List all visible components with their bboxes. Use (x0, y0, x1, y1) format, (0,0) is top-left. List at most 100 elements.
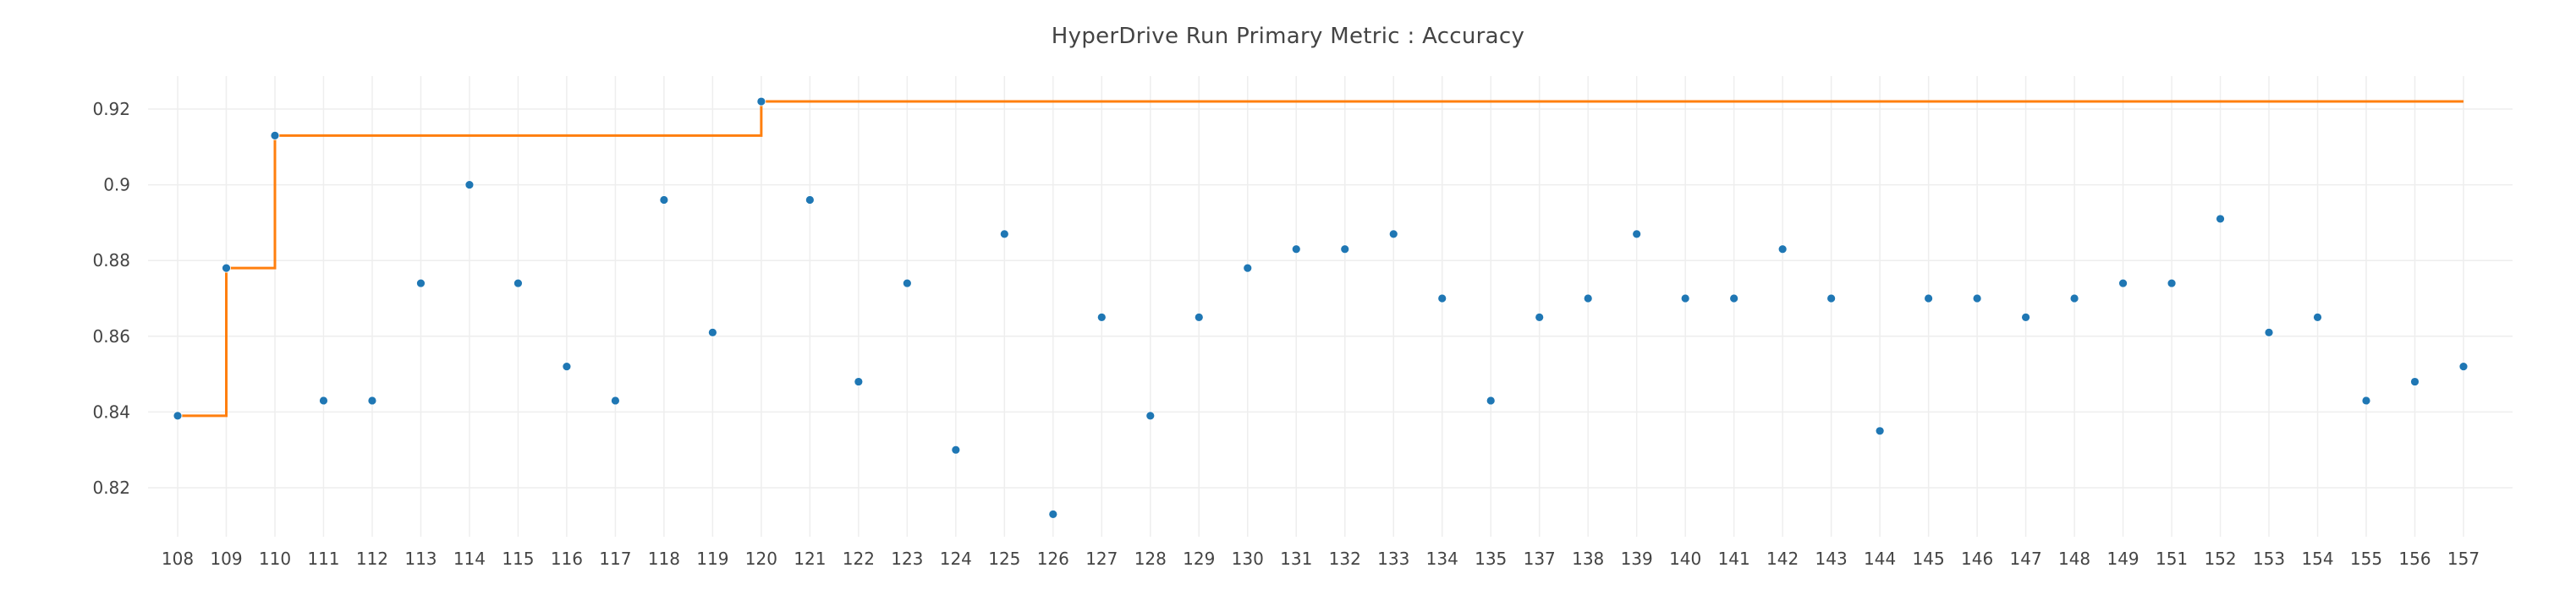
data-point (2021, 312, 2030, 322)
data-point (270, 130, 280, 140)
data-point (319, 396, 328, 406)
x-tick-label: 127 (1085, 549, 1118, 569)
x-tick-label: 123 (891, 549, 923, 569)
data-point (1243, 263, 1253, 273)
data-point (2118, 278, 2128, 288)
x-tick-label: 111 (307, 549, 339, 569)
data-point (659, 195, 669, 205)
x-tick-label: 116 (551, 549, 583, 569)
x-tick-label: 141 (1718, 549, 1750, 569)
data-point (1972, 293, 1982, 303)
data-point (999, 229, 1009, 239)
x-tick-label: 153 (2253, 549, 2285, 569)
x-tick-label: 134 (1426, 549, 1458, 569)
x-tick-label: 155 (2350, 549, 2382, 569)
data-point (464, 180, 475, 190)
data-point (1680, 293, 1690, 303)
x-tick-label: 112 (356, 549, 388, 569)
x-tick-label: 121 (794, 549, 826, 569)
x-tick-label: 131 (1280, 549, 1312, 569)
data-point (2264, 327, 2274, 337)
data-point (902, 278, 912, 288)
data-point (854, 377, 864, 386)
y-tick-label: 0.82 (92, 478, 130, 498)
data-point (1729, 293, 1739, 303)
x-tick-label: 124 (940, 549, 972, 569)
data-point (1096, 312, 1107, 322)
data-point (2167, 278, 2177, 288)
data-point (2361, 396, 2371, 406)
x-tick-label: 113 (404, 549, 437, 569)
x-tick-label: 119 (696, 549, 728, 569)
x-tick-label: 137 (1524, 549, 1556, 569)
data-point (1048, 509, 1058, 519)
data-point (173, 411, 183, 421)
data-point (1924, 293, 1934, 303)
data-point (611, 396, 620, 406)
x-tick-label: 125 (988, 549, 1020, 569)
x-tick-label: 151 (2156, 549, 2188, 569)
x-tick-label: 110 (259, 549, 291, 569)
y-tick-label: 0.84 (92, 402, 130, 422)
data-point (2313, 312, 2322, 322)
x-tick-label: 132 (1329, 549, 1361, 569)
x-tick-label: 143 (1815, 549, 1848, 569)
x-tick-label: 146 (1961, 549, 1993, 569)
data-point (805, 195, 815, 205)
data-point (1437, 293, 1447, 303)
x-tick-label: 130 (1232, 549, 1264, 569)
data-point (2216, 214, 2225, 224)
data-point (562, 362, 572, 372)
x-tick-label: 128 (1134, 549, 1167, 569)
x-tick-label: 157 (2447, 549, 2480, 569)
data-point (514, 278, 523, 288)
x-tick-label: 154 (2301, 549, 2333, 569)
data-point (1535, 312, 1545, 322)
data-point (2458, 362, 2469, 372)
x-tick-label: 149 (2106, 549, 2139, 569)
x-tick-label: 139 (1621, 549, 1653, 569)
data-point (2069, 293, 2079, 303)
data-point (1291, 244, 1301, 254)
data-point (1340, 244, 1350, 254)
x-tick-label: 109 (210, 549, 242, 569)
x-tick-label: 118 (648, 549, 680, 569)
data-point (222, 263, 231, 273)
data-point (2410, 377, 2419, 386)
x-tick-label: 138 (1572, 549, 1604, 569)
x-tick-label: 152 (2204, 549, 2236, 569)
data-point (756, 96, 766, 107)
data-point (707, 327, 717, 337)
y-tick-label: 0.9 (103, 175, 130, 195)
data-point (367, 396, 377, 406)
x-tick-label: 115 (502, 549, 534, 569)
data-point (951, 445, 961, 455)
data-point (1486, 396, 1496, 406)
x-tick-label: 144 (1864, 549, 1896, 569)
x-tick-label: 108 (162, 549, 194, 569)
x-tick-label: 148 (2058, 549, 2090, 569)
data-point (1777, 244, 1788, 254)
x-tick-label: 117 (599, 549, 631, 569)
x-tick-label: 129 (1183, 549, 1215, 569)
data-point (1194, 312, 1204, 322)
x-tick-label: 135 (1475, 549, 1507, 569)
data-point (1826, 293, 1837, 303)
data-point (1145, 411, 1156, 421)
x-tick-label: 133 (1377, 549, 1409, 569)
x-tick-label: 156 (2398, 549, 2430, 569)
data-point (1388, 229, 1398, 239)
data-point (1875, 426, 1885, 436)
y-tick-label: 0.92 (92, 99, 130, 119)
y-tick-label: 0.86 (92, 326, 130, 347)
data-point (416, 278, 426, 288)
best-metric-step-line (178, 100, 2463, 418)
data-point (1583, 293, 1593, 303)
x-tick-label: 140 (1669, 549, 1701, 569)
y-tick-label: 0.88 (92, 250, 130, 270)
data-point (1632, 229, 1642, 239)
x-tick-label: 122 (843, 549, 875, 569)
x-tick-label: 142 (1766, 549, 1799, 569)
